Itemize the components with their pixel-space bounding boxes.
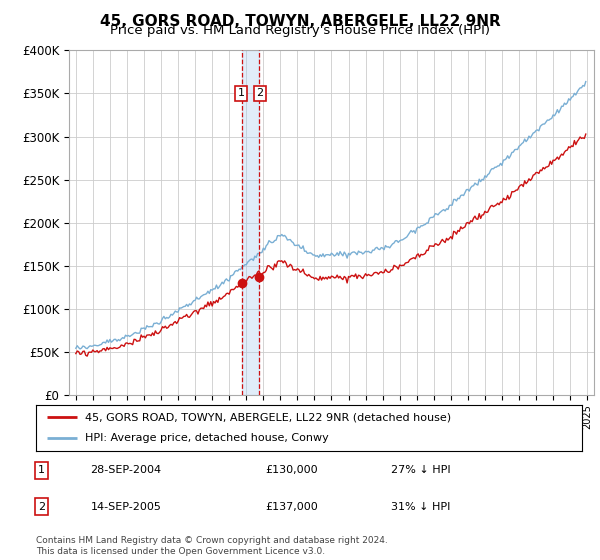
Bar (242, 50, 259, 395)
Text: 45, GORS ROAD, TOWYN, ABERGELE, LL22 9NR (detached house): 45, GORS ROAD, TOWYN, ABERGELE, LL22 9NR… (85, 412, 451, 422)
Text: £137,000: £137,000 (265, 502, 318, 511)
Text: 31% ↓ HPI: 31% ↓ HPI (391, 502, 450, 511)
Text: HPI: Average price, detached house, Conwy: HPI: Average price, detached house, Conw… (85, 433, 329, 444)
Text: 2: 2 (256, 88, 263, 99)
Text: 1: 1 (38, 465, 45, 475)
Text: Contains HM Land Registry data © Crown copyright and database right 2024.
This d: Contains HM Land Registry data © Crown c… (36, 536, 388, 556)
Text: £130,000: £130,000 (265, 465, 318, 475)
Text: 1: 1 (238, 88, 245, 99)
Text: 14-SEP-2005: 14-SEP-2005 (91, 502, 161, 511)
Text: 45, GORS ROAD, TOWYN, ABERGELE, LL22 9NR: 45, GORS ROAD, TOWYN, ABERGELE, LL22 9NR (100, 14, 500, 29)
Text: Price paid vs. HM Land Registry's House Price Index (HPI): Price paid vs. HM Land Registry's House … (110, 24, 490, 37)
Text: 27% ↓ HPI: 27% ↓ HPI (391, 465, 451, 475)
Text: 28-SEP-2004: 28-SEP-2004 (91, 465, 162, 475)
Text: 2: 2 (38, 502, 45, 511)
